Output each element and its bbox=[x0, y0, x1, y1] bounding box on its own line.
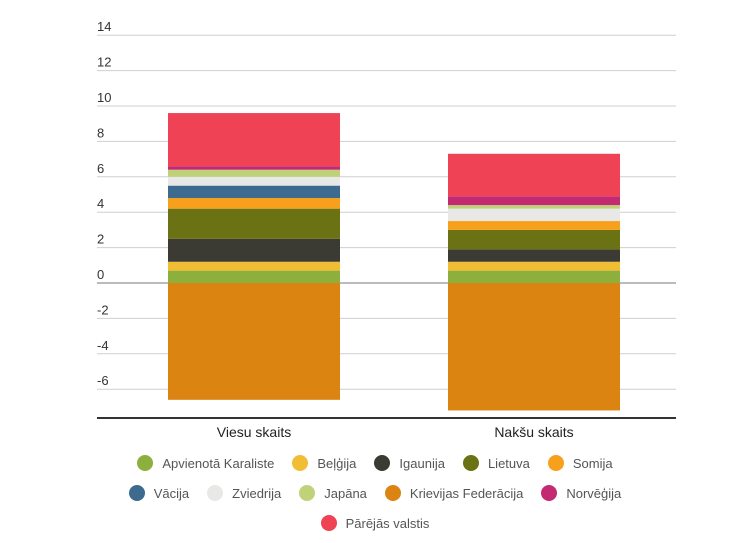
legend-swatch bbox=[462, 455, 479, 471]
bar-segment-1-5 bbox=[168, 198, 340, 209]
y-tick-label: 6 bbox=[97, 161, 104, 176]
legend-row-2: Vācija Zviedrija Japāna Krievijas Federā… bbox=[0, 478, 750, 508]
legend-swatch bbox=[128, 485, 145, 501]
legend-swatch bbox=[320, 515, 337, 531]
legend-label: Japāna bbox=[324, 485, 367, 501]
legend-swatch bbox=[137, 455, 154, 471]
legend-label: Lietuva bbox=[487, 455, 530, 471]
bar-segment-2-5 bbox=[448, 221, 620, 230]
bar-segment-1-1 bbox=[168, 270, 340, 283]
legend-label: Somija bbox=[572, 455, 613, 471]
y-tick-label: -6 bbox=[97, 373, 109, 388]
bar-segment-1-8 bbox=[168, 169, 340, 177]
legend-label: Pārējās valstis bbox=[345, 515, 430, 531]
legend-swatch bbox=[384, 485, 401, 501]
bar-segment-2-8 bbox=[448, 205, 620, 209]
legend-swatch bbox=[299, 485, 316, 501]
bar-segment-1-4 bbox=[168, 208, 340, 239]
legend-item-apvienota-karaliste[interactable]: Apvienotā Karaliste bbox=[137, 455, 274, 471]
bar-segment-2-9 bbox=[448, 283, 620, 411]
y-tick-label: 4 bbox=[97, 196, 104, 211]
bar-segment-1-6 bbox=[168, 185, 340, 199]
bar-segment-1-9 bbox=[168, 283, 340, 400]
bar-segment-2-7 bbox=[448, 208, 620, 222]
bar-segment-2-1 bbox=[448, 270, 620, 283]
legend-item-parejas-valstis[interactable]: Pārējās valstis bbox=[320, 515, 430, 531]
legend-row-3: Pārējās valstis bbox=[0, 508, 750, 538]
legend-item-japana[interactable]: Japāna bbox=[299, 485, 367, 501]
legend-item-krievijas-federacija[interactable]: Krievijas Federācija bbox=[384, 485, 524, 501]
x-category-label: Nakšu skaits bbox=[494, 424, 573, 440]
legend-row-1: Apvienotā Karaliste Beļģija Igaunija Lie… bbox=[0, 448, 750, 478]
bar-segment-2-11 bbox=[448, 153, 620, 197]
legend-item-somija[interactable]: Somija bbox=[547, 455, 613, 471]
y-tick-label: 12 bbox=[97, 55, 111, 70]
y-tick-label: 0 bbox=[97, 267, 104, 282]
legend-label: Norvēģija bbox=[566, 485, 622, 501]
stacked-bar-chart: -6 -4 -2 0 2 4 6 8 10 12 14 Viesu skaits Nakšu skait… bbox=[97, 19, 676, 440]
legend-swatch bbox=[292, 455, 309, 471]
bar-segment-1-10 bbox=[168, 166, 340, 170]
legend-swatch bbox=[547, 455, 564, 471]
bar-segment-1-3 bbox=[168, 238, 340, 262]
legend-label: Zviedrija bbox=[232, 485, 282, 501]
legend-label: Krievijas Federācija bbox=[409, 485, 524, 501]
legend-label: Igaunija bbox=[399, 455, 445, 471]
x-category-label: Viesu skaits bbox=[217, 424, 291, 440]
bar-segment-2-4 bbox=[448, 229, 620, 250]
legend-label: Beļģija bbox=[317, 455, 357, 471]
y-tick-label: -4 bbox=[97, 338, 109, 353]
y-tick-label: -2 bbox=[97, 302, 109, 317]
legend: Apvienotā Karaliste Beļģija Igaunija Lie… bbox=[0, 448, 750, 538]
y-tick-label: 2 bbox=[97, 232, 104, 247]
legend-swatch bbox=[374, 455, 391, 471]
bar-segment-2-3 bbox=[448, 249, 620, 262]
legend-label: Vācija bbox=[153, 485, 190, 501]
legend-item-belgija[interactable]: Beļģija bbox=[292, 455, 356, 471]
bar-segment-1-2 bbox=[168, 261, 340, 271]
legend-label: Apvienotā Karaliste bbox=[162, 455, 275, 471]
legend-item-igaunija[interactable]: Igaunija bbox=[374, 455, 445, 471]
legend-item-vacija[interactable]: Vācija bbox=[128, 485, 190, 501]
bar-segment-1-11 bbox=[168, 113, 340, 167]
bar-segment-1-7 bbox=[168, 176, 340, 186]
legend-item-zviedrija[interactable]: Zviedrija bbox=[207, 485, 281, 501]
legend-item-lietuva[interactable]: Lietuva bbox=[462, 455, 530, 471]
legend-item-norvegija[interactable]: Norvēģija bbox=[541, 485, 621, 501]
y-tick-label: 14 bbox=[97, 19, 111, 34]
y-tick-label: 10 bbox=[97, 90, 111, 105]
y-tick-label: 8 bbox=[97, 125, 104, 140]
bar-segment-2-2 bbox=[448, 261, 620, 271]
legend-swatch bbox=[207, 485, 224, 501]
bar-segment-2-10 bbox=[448, 196, 620, 206]
legend-swatch bbox=[541, 485, 558, 501]
